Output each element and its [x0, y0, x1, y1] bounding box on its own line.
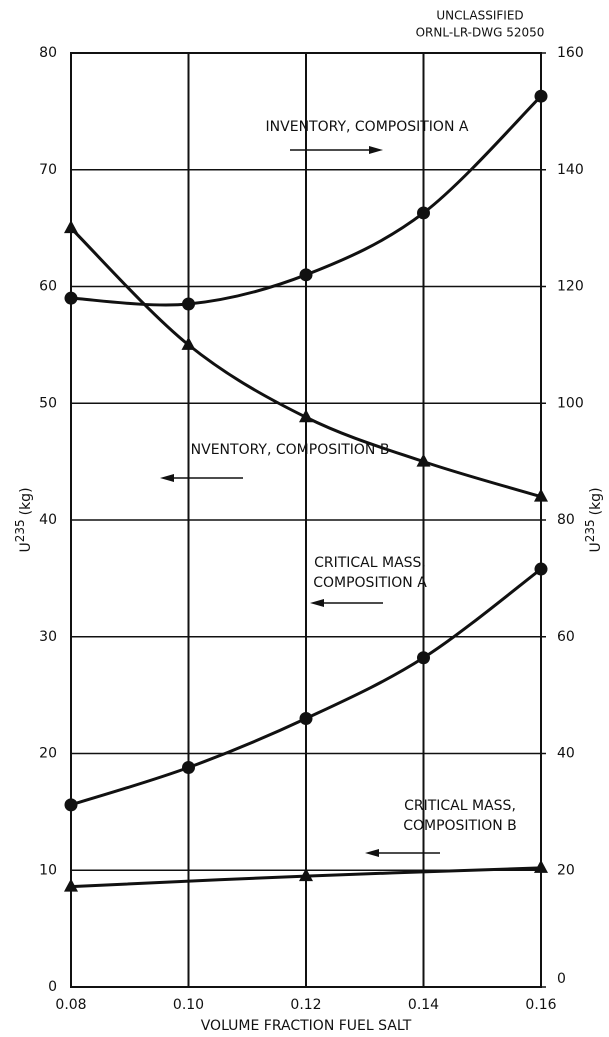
series-label: COMPOSITION A: [313, 575, 427, 591]
y2-tick-label: 120: [557, 279, 584, 295]
y-tick-label: 60: [39, 279, 57, 295]
plot-frame: [70, 52, 542, 988]
marker: [64, 291, 78, 305]
marker: [182, 297, 195, 311]
x-tick-label: 0.10: [173, 997, 204, 1013]
arrow-head: [310, 599, 324, 607]
y2-label-part: U: [588, 542, 604, 552]
y2-tick-label: 0: [557, 971, 566, 987]
x-tick-label: 0.08: [55, 997, 86, 1013]
arrow-head: [160, 474, 174, 482]
y2-tick-label: 160: [557, 45, 584, 61]
marker: [534, 488, 548, 502]
marker: [417, 206, 430, 220]
header: ORNL-LR-DWG 52050: [416, 26, 545, 40]
series-label: CRITICAL MASS,: [404, 798, 516, 814]
marker: [299, 268, 313, 282]
y2-label-part: 235: [583, 519, 597, 542]
x-tick-label: 0.12: [290, 997, 321, 1013]
marker: [534, 89, 548, 103]
y-tick-label: 50: [39, 395, 57, 411]
series-label: INVENTORY, COMPOSITION B: [187, 442, 390, 458]
y-tick-label: 0: [48, 979, 57, 995]
y2-tick-label: 80: [557, 512, 575, 528]
y2-tick-label: 100: [557, 395, 584, 411]
y-tick-label: 10: [39, 862, 57, 878]
y-tick-label: 70: [39, 162, 57, 178]
marker: [64, 798, 78, 812]
marker: [299, 711, 313, 725]
marker: [416, 453, 431, 467]
arrow-head: [369, 146, 383, 154]
series-label: INVENTORY, COMPOSITION A: [266, 119, 469, 135]
y2-tick-label: 140: [557, 162, 584, 178]
header: UNCLASSIFIED: [436, 9, 523, 23]
marker: [417, 651, 430, 665]
y-tick-label: 40: [39, 512, 57, 528]
y-tick-label: 80: [39, 45, 57, 61]
y-tick-label: 20: [39, 746, 57, 762]
y-tick-label: 30: [39, 629, 57, 645]
x-axis-label: VOLUME FRACTION FUEL SALT: [201, 1018, 412, 1034]
y-axis-label: U235 (kg): [13, 487, 35, 552]
y2-tick-label: 40: [557, 746, 575, 762]
x-tick-label: 0.16: [525, 997, 556, 1013]
marker: [534, 562, 548, 576]
x-tick-label: 0.14: [408, 997, 439, 1013]
y2-tick-label: 60: [557, 629, 575, 645]
series-label: COMPOSITION B: [403, 818, 517, 834]
marker: [64, 220, 78, 234]
y2-label-part: (kg): [588, 487, 604, 515]
series-label: CRITICAL MASS,: [314, 555, 426, 571]
marker: [299, 868, 313, 882]
marker: [182, 761, 195, 775]
y-label-part: U: [18, 542, 34, 552]
arrow-head: [365, 849, 379, 857]
marker: [534, 859, 548, 873]
y-label-part: (kg): [18, 487, 34, 515]
y2-tick-label: 20: [557, 862, 575, 878]
marker: [299, 409, 313, 423]
marker: [64, 878, 78, 892]
marker: [181, 336, 196, 350]
y2-axis-label: U235 (kg): [583, 487, 605, 552]
y-label-part: 235: [13, 519, 27, 542]
